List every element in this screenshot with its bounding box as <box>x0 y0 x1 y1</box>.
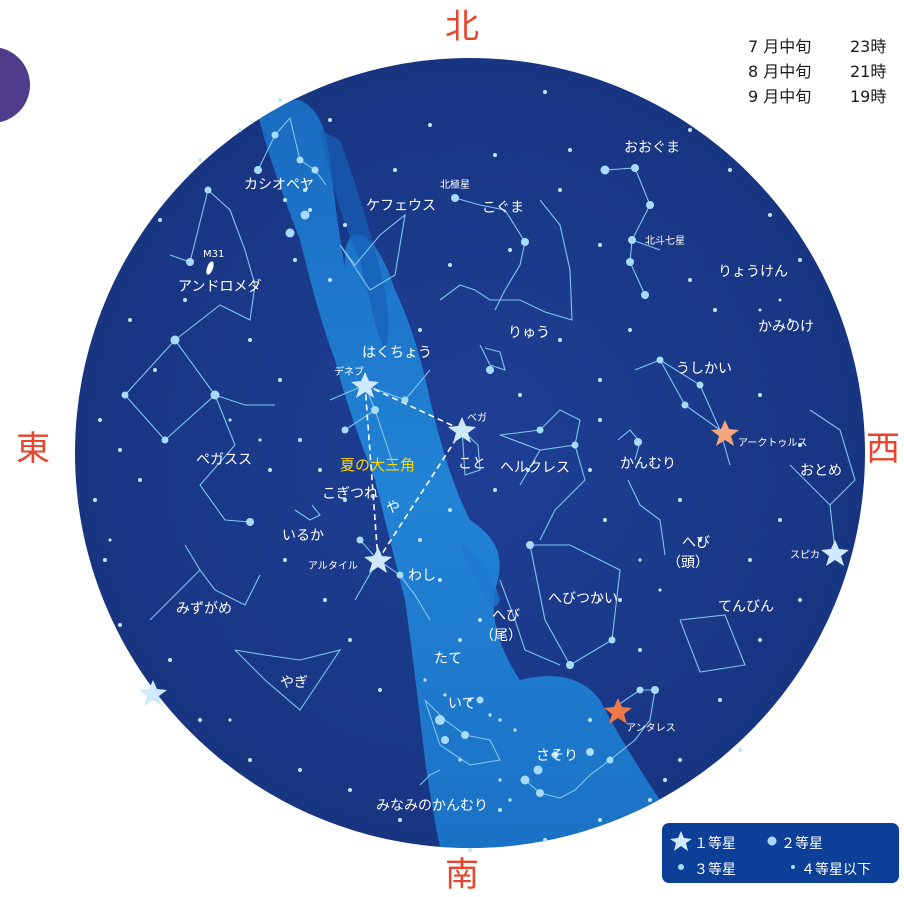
label-hercules: ヘルクレス <box>500 460 570 476</box>
label-sagitta: や <box>386 500 400 516</box>
legend-mag2: ２等星 <box>781 836 823 852</box>
summer-triangle <box>364 384 463 561</box>
label-scorpius: さそり <box>536 748 578 764</box>
legend-icons <box>670 831 795 870</box>
faint-stars <box>93 90 802 852</box>
label-scutum: たて <box>434 651 462 667</box>
label-arcturus: アークトゥルス <box>738 437 807 449</box>
label-ursa-minor: こぐま <box>482 200 524 216</box>
label-corona-australis: みなみのかんむり <box>376 798 488 814</box>
constellation-labels: カシオペヤ ケフェウス こぐま おおぐま アンドロメダ りゅう りょうけん かみ… <box>176 140 842 814</box>
label-corona-borealis: かんむり <box>620 456 676 472</box>
label-lyra: こと <box>458 456 486 472</box>
label-aquarius: みずがめ <box>176 601 232 617</box>
label-serpens-caput-1: へび <box>682 535 710 551</box>
time-date: 7 月中旬 <box>748 37 812 56</box>
moon-decoration <box>0 47 30 123</box>
label-altair: アルタイル <box>308 560 358 572</box>
north-label: 北 <box>445 7 479 47</box>
label-cassiopeia: カシオペヤ <box>244 177 314 193</box>
label-capricornus: やぎ <box>280 675 308 691</box>
label-aquila: わし <box>408 568 436 584</box>
label-deneb: デネブ <box>334 365 364 378</box>
arcturus-star-icon <box>711 420 739 446</box>
label-virgo: おとめ <box>800 463 842 479</box>
label-andromeda: アンドロメダ <box>178 279 261 295</box>
time-row: 7 月中旬 23時 <box>748 33 886 57</box>
milky-way-loop <box>460 540 500 607</box>
vega-star-icon <box>448 417 476 443</box>
time-hour: 19時 <box>850 87 887 106</box>
label-antares: アンタレス <box>626 722 676 734</box>
label-spica: スピカ <box>790 549 820 561</box>
label-pegasus: ペガスス <box>196 452 252 468</box>
label-canes-venatici: りょうけん <box>718 264 788 280</box>
label-vega: ベガ <box>467 412 487 424</box>
label-draco: りゅう <box>508 325 550 341</box>
m31-galaxy-icon <box>206 261 214 275</box>
time-hour: 23時 <box>850 37 887 56</box>
time-row: 9 月中旬 19時 <box>748 83 886 107</box>
milky-way <box>255 100 660 848</box>
time-date: 9 月中旬 <box>748 87 812 106</box>
first-magnitude-stars <box>139 372 849 724</box>
second-magnitude-dot-icon <box>767 836 777 846</box>
label-ophiuchus: へびつかい <box>548 591 618 607</box>
time-hour: 21時 <box>850 62 887 81</box>
magnitude-legend: １等星 ２等星 ３等星 ４等星以下 <box>662 823 899 883</box>
bright-stars <box>121 131 704 797</box>
fourth-magnitude-dot-icon <box>791 865 795 869</box>
deneb-star-icon <box>351 372 379 398</box>
fomalhaut-star-icon <box>139 680 167 706</box>
label-serpens-cauda-2: （尾） <box>480 628 522 644</box>
legend-mag1: １等星 <box>694 836 736 852</box>
label-serpens-cauda-1: へび <box>492 608 520 624</box>
time-row: 8 月中旬 21時 <box>748 58 886 82</box>
time-date: 8 月中旬 <box>748 62 812 81</box>
label-polaris: 北極星 <box>440 178 470 191</box>
label-libra: てんびん <box>718 599 774 615</box>
south-label: 南 <box>445 855 479 895</box>
label-m31: M31 <box>203 249 224 260</box>
legend-mag3: ３等星 <box>694 862 736 878</box>
antares-star-icon <box>604 698 632 724</box>
label-sagittarius: いて <box>448 696 476 712</box>
altair-star-icon <box>364 547 392 573</box>
third-magnitude-dot-icon <box>678 864 684 870</box>
sky-disc <box>75 58 865 848</box>
star-labels: 北極星 北斗七星 M31 デネブ ベガ アルタイル アークトゥルス スピカ アン… <box>203 178 820 734</box>
milky-way-branch <box>320 130 389 350</box>
first-magnitude-star-icon <box>670 831 692 851</box>
label-vulpecula: こぎつね <box>322 486 378 502</box>
label-bootes: うしかい <box>676 361 732 377</box>
west-label: 西 <box>866 429 900 469</box>
label-coma: かみのけ <box>758 319 814 335</box>
spica-star-icon <box>821 540 849 566</box>
summer-triangle-label: 夏の大三角 <box>340 456 415 474</box>
label-ursa-major: おおぐま <box>624 140 680 156</box>
legend-mag4: ４等星以下 <box>801 862 871 878</box>
label-big-dipper: 北斗七星 <box>645 235 685 247</box>
label-delphinus: いるか <box>282 528 324 544</box>
label-serpens-caput-2: （頭） <box>667 555 709 571</box>
east-label: 東 <box>16 429 50 469</box>
label-cygnus: はくちょう <box>362 345 432 361</box>
label-cepheus: ケフェウス <box>366 198 436 214</box>
